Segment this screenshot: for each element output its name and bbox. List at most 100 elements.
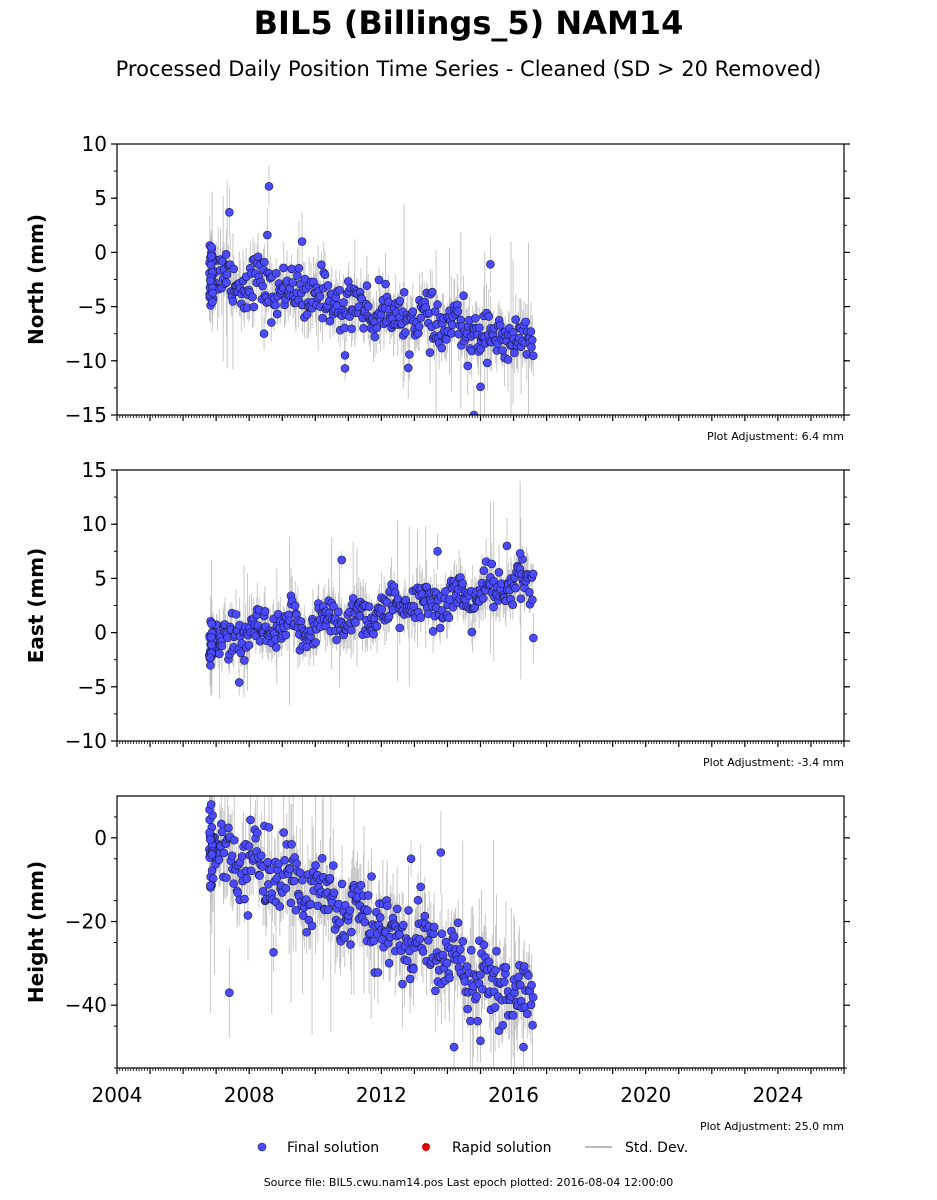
data-point	[482, 358, 492, 368]
data-point	[435, 623, 445, 633]
data-point	[260, 607, 270, 616]
data-point	[279, 263, 288, 273]
data-point	[516, 594, 526, 604]
legend-final-marker	[257, 1142, 267, 1152]
panel-east: 15 10 5 0 −5 −10 East (mm) Plot Adjustment: -3.…	[24, 458, 850, 769]
data-point	[405, 350, 414, 359]
data-point	[363, 906, 372, 916]
data-point	[524, 971, 533, 980]
x-tick-label: 2024	[752, 1083, 803, 1107]
data-point	[222, 873, 231, 883]
data-point	[252, 828, 262, 838]
data-point	[444, 613, 454, 623]
data-point	[287, 264, 297, 274]
data-point	[317, 260, 326, 270]
data-point	[208, 297, 217, 307]
data-point	[514, 972, 523, 982]
data-point	[401, 328, 410, 337]
data-point	[205, 653, 215, 663]
data-point	[292, 859, 301, 868]
data-point	[500, 977, 509, 987]
data-point	[528, 992, 538, 1002]
data-point	[405, 974, 415, 984]
data-point	[377, 604, 387, 614]
data-point	[217, 819, 226, 829]
data-point	[307, 921, 317, 931]
data-point	[528, 351, 538, 360]
data-point	[406, 854, 416, 864]
data-point	[271, 643, 281, 652]
data-point	[484, 312, 494, 321]
data-point	[207, 242, 216, 252]
data-point	[414, 322, 424, 331]
data-point	[346, 940, 355, 949]
data-point	[384, 958, 394, 968]
data-point	[384, 611, 394, 621]
data-point	[222, 278, 231, 287]
data-point	[372, 323, 382, 333]
data-point	[502, 541, 512, 551]
data-point	[428, 627, 438, 636]
data-point	[375, 913, 385, 922]
data-point	[496, 321, 505, 330]
y-tick-label: 0	[94, 826, 107, 850]
data-point	[217, 827, 227, 837]
data-point	[289, 876, 299, 886]
data-point	[207, 866, 217, 875]
legend-rapid-marker	[422, 1143, 430, 1151]
legend-final-label: Final solution	[287, 1140, 379, 1156]
data-point	[467, 627, 477, 637]
data-point	[528, 1020, 537, 1030]
data-point	[311, 860, 320, 870]
data-point	[243, 911, 253, 920]
data-point	[473, 1016, 483, 1026]
data-point	[415, 934, 425, 944]
data-point	[455, 945, 465, 954]
data-point	[290, 601, 300, 611]
data-point	[403, 363, 413, 373]
data-point	[369, 936, 379, 946]
data-point	[246, 815, 255, 825]
data-point	[431, 986, 440, 996]
data-point	[494, 568, 504, 577]
data-point	[373, 968, 383, 977]
data-point	[399, 288, 409, 297]
data-point	[429, 922, 439, 932]
data-point	[302, 927, 311, 937]
data-point	[382, 901, 392, 911]
data-point	[529, 633, 538, 643]
data-point	[347, 324, 356, 334]
data-point	[404, 906, 413, 915]
data-point	[225, 207, 234, 217]
data-point	[408, 307, 418, 316]
data-point	[315, 292, 325, 301]
data-point	[258, 281, 267, 291]
data-point	[334, 607, 343, 617]
data-point	[279, 828, 288, 837]
data-point	[398, 979, 407, 989]
data-point	[311, 638, 320, 647]
data-point	[244, 842, 254, 851]
data-point	[285, 864, 294, 874]
data-point	[337, 555, 347, 565]
data-point	[489, 602, 498, 612]
data-point	[229, 835, 239, 845]
data-point	[348, 593, 358, 603]
data-point	[433, 300, 442, 309]
data-point	[293, 271, 302, 280]
x-tick-label: 2020	[620, 1083, 671, 1107]
data-point	[515, 549, 525, 558]
y-tick-label: 5	[94, 186, 107, 210]
data-point	[240, 656, 249, 665]
data-point	[339, 298, 348, 307]
data-point	[272, 309, 282, 319]
data-series	[205, 165, 538, 415]
data-point	[267, 318, 276, 327]
data-point	[476, 382, 485, 392]
data-point	[272, 874, 282, 883]
data-point	[527, 335, 537, 345]
legend-rapid-label: Rapid solution	[452, 1140, 552, 1156]
data-point	[286, 898, 296, 908]
data-point	[347, 927, 356, 937]
